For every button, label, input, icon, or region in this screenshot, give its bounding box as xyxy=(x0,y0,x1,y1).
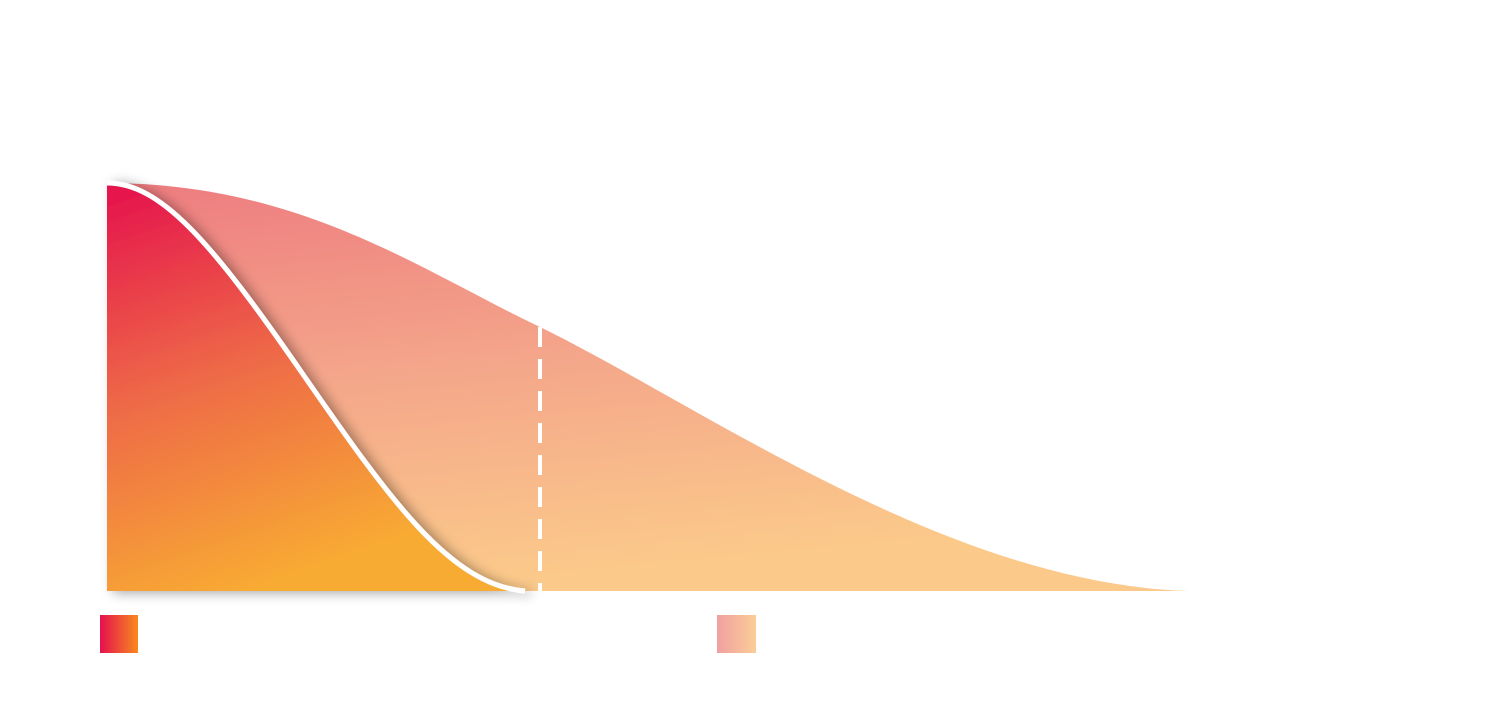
inner-outline xyxy=(106,180,526,594)
inner-group xyxy=(106,180,526,594)
legend-swatch xyxy=(717,615,756,653)
inner-area xyxy=(107,183,520,591)
legend-swatch xyxy=(100,615,138,653)
